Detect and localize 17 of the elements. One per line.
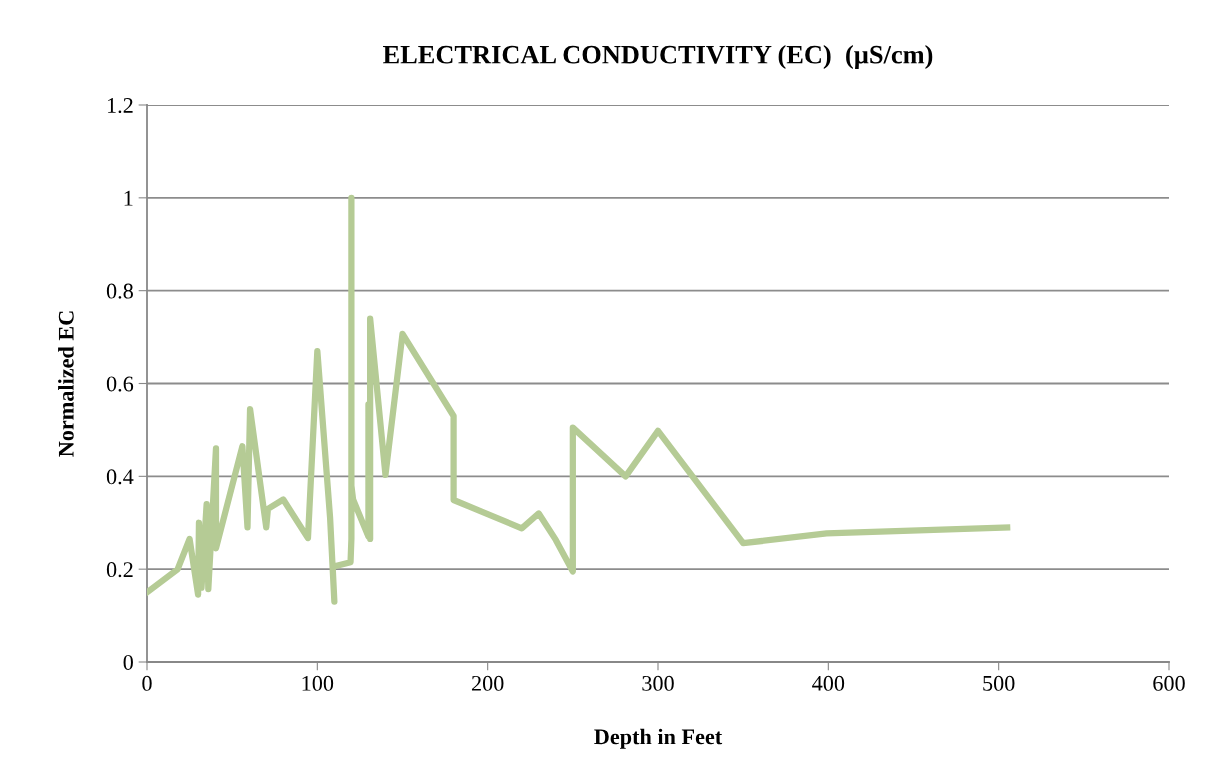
y-tick-label: 1 xyxy=(124,190,133,206)
x-axis-title: Depth in Feet xyxy=(594,728,723,749)
y-axis-title: Normalized EC xyxy=(58,311,74,457)
x-tick-label: 600 xyxy=(1153,675,1185,691)
x-tick-label: 200 xyxy=(471,675,504,691)
chart-title: ELECTRICAL CONDUCTIVITY (EC) (µS/cm) xyxy=(383,45,933,69)
y-tick-label: 0 xyxy=(123,654,133,670)
y-tick-label: 0.4 xyxy=(106,469,134,485)
y-tick-label: 1.2 xyxy=(107,97,133,114)
x-tick-label: 0 xyxy=(142,675,152,691)
x-tick-label: 100 xyxy=(302,675,334,691)
x-tick-label: 500 xyxy=(983,675,1015,691)
y-tick-label: 0.2 xyxy=(106,562,133,578)
x-tick-label: 300 xyxy=(642,675,674,691)
y-tick-label: 0.8 xyxy=(106,283,133,299)
x-tick-label: 400 xyxy=(812,675,845,691)
y-tick-label: 0.6 xyxy=(106,376,134,392)
